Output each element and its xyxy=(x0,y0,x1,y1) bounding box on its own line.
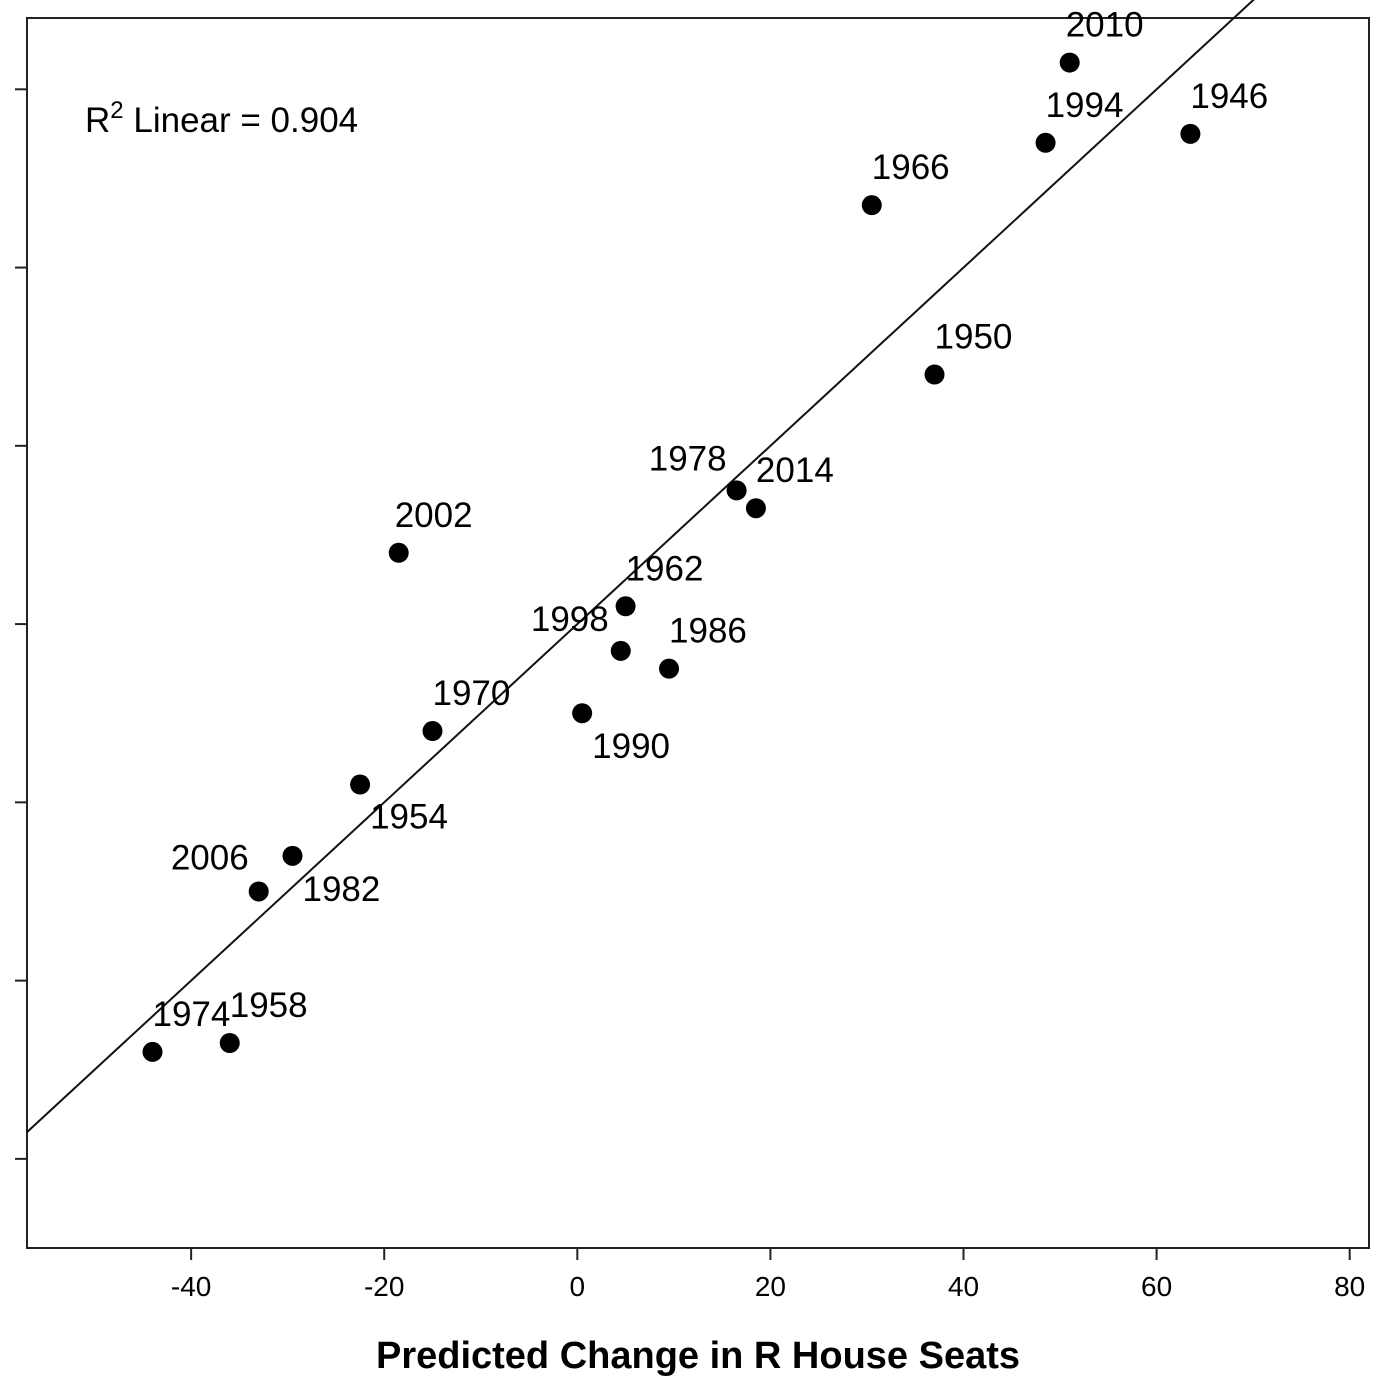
point-label: 1946 xyxy=(1190,77,1268,116)
data-point xyxy=(861,195,882,216)
fit-line xyxy=(26,0,1255,1133)
x-axis-ticks: -40 -20 0 20 40 60 80 xyxy=(171,1248,1365,1302)
point-label: 1962 xyxy=(626,549,704,588)
data-point xyxy=(615,596,636,617)
data-point xyxy=(248,881,269,902)
data-point xyxy=(659,658,680,679)
data-point xyxy=(282,845,303,866)
data-point xyxy=(350,774,371,795)
x-tick-label: 0 xyxy=(570,1271,586,1302)
y-axis-ticks xyxy=(15,88,27,1160)
data-point xyxy=(745,498,766,519)
data-points: 1946 1950 1954 1958 1962 1966 1970 1974 1978 1982… xyxy=(142,6,1268,1062)
point-label: 1986 xyxy=(669,612,747,651)
data-point xyxy=(610,640,631,661)
point-label: 1958 xyxy=(230,986,308,1025)
data-point xyxy=(572,703,593,724)
data-point xyxy=(142,1041,163,1062)
x-tick-label: 40 xyxy=(948,1271,979,1302)
point-label: 1974 xyxy=(153,995,231,1034)
x-tick-label: 20 xyxy=(755,1271,786,1302)
data-point xyxy=(1180,123,1201,144)
point-label: 1950 xyxy=(935,318,1013,357)
point-label: 2010 xyxy=(1066,6,1144,45)
data-point xyxy=(1059,52,1080,73)
point-label: 2002 xyxy=(395,496,473,535)
x-axis-label: Predicted Change in R House Seats xyxy=(376,1335,1020,1377)
point-label: 1978 xyxy=(649,439,727,478)
point-label: 1998 xyxy=(531,600,609,639)
data-point xyxy=(1035,132,1056,153)
point-label: 2006 xyxy=(171,838,249,877)
data-point xyxy=(924,364,945,385)
point-label: 1970 xyxy=(432,674,510,713)
point-label: 1966 xyxy=(872,148,950,187)
point-label: 1982 xyxy=(303,870,381,909)
point-label: 1994 xyxy=(1046,86,1124,125)
x-tick-label: 60 xyxy=(1141,1271,1172,1302)
point-label: 2014 xyxy=(756,451,834,490)
plot-frame xyxy=(26,17,1370,1249)
data-point xyxy=(726,480,747,501)
data-point xyxy=(422,721,443,742)
x-tick-label: -40 xyxy=(171,1271,211,1302)
x-tick-label: 80 xyxy=(1334,1271,1365,1302)
point-label: 1954 xyxy=(370,798,448,837)
x-tick-label: -20 xyxy=(364,1271,404,1302)
data-point xyxy=(388,542,409,563)
r-squared-annotation: R2 Linear = 0.904 xyxy=(85,97,358,140)
point-label: 1990 xyxy=(592,727,670,766)
data-point xyxy=(219,1033,240,1053)
